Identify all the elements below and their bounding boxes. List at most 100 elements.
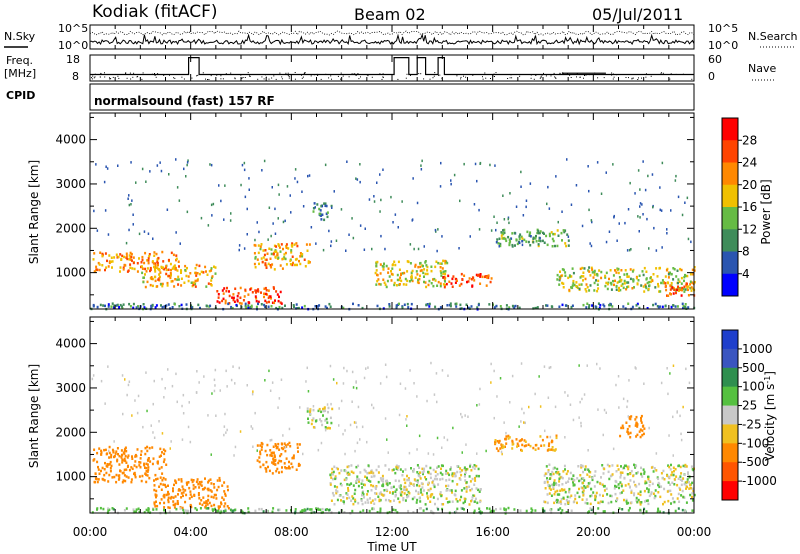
range-cell: [331, 471, 334, 475]
range-cell: [624, 464, 627, 467]
range-cell: [667, 271, 670, 274]
range-cell: [162, 476, 165, 480]
range-cell: [459, 303, 462, 307]
range-cell: [670, 305, 673, 309]
nave-point: [222, 78, 224, 80]
nave-point: [611, 74, 613, 76]
range-cell: [216, 290, 219, 293]
range-cell: [589, 242, 591, 245]
range-cell: [666, 367, 668, 370]
range-cell: [436, 477, 439, 481]
range-cell: [450, 182, 452, 186]
range-cell: [282, 434, 284, 437]
range-cell: [587, 449, 589, 452]
range-cell: [261, 169, 263, 172]
range-cell: [645, 499, 648, 503]
range-cell: [500, 443, 503, 446]
freq-series: [90, 56, 694, 80]
nave-point: [294, 78, 296, 80]
range-cell: [379, 272, 382, 275]
range-cell: [340, 208, 343, 211]
range-cell: [492, 509, 495, 513]
range-cell: [692, 468, 695, 472]
range-cell: [520, 439, 523, 442]
freq-panel: Freq. [MHz] 18 8 60 0 Nave: [4, 53, 776, 83]
range-cell: [585, 468, 588, 471]
range-cell: [204, 501, 207, 504]
range-cell: [558, 305, 561, 308]
range-cell: [416, 395, 418, 398]
range-cell: [231, 509, 234, 513]
range-cell: [192, 487, 195, 490]
nave-point: [320, 78, 322, 80]
range-cell: [496, 440, 499, 443]
range-cell: [340, 469, 343, 472]
range-cell: [97, 468, 100, 471]
range-cell: [609, 269, 612, 272]
power-swatch: [722, 207, 738, 230]
range-cell: [634, 483, 637, 487]
range-cell: [627, 509, 630, 512]
range-cell: [385, 488, 388, 492]
range-cell: [335, 491, 338, 495]
range-cell: [266, 510, 269, 513]
range-cell: [265, 470, 268, 473]
velocity-cb-tick-label: -500: [742, 455, 769, 469]
range-cell: [659, 305, 662, 308]
range-cell: [131, 199, 133, 202]
range-cell: [128, 203, 131, 207]
range-cell: [297, 464, 300, 467]
range-cell: [160, 488, 163, 491]
range-cell: [600, 192, 603, 195]
range-cell: [599, 500, 602, 503]
range-cell: [129, 305, 132, 308]
nave-point: [613, 76, 615, 78]
range-cell: [384, 283, 387, 286]
range-cell: [575, 281, 578, 284]
range-cell: [124, 459, 127, 463]
range-cell: [659, 510, 662, 513]
nave-point: [576, 76, 577, 78]
range-cell: [278, 246, 281, 249]
range-cell: [180, 480, 183, 483]
range-cell: [667, 464, 670, 467]
range-cell: [140, 265, 143, 268]
nave-point: [351, 73, 353, 75]
range-cell: [321, 423, 324, 427]
range-cell: [617, 271, 620, 275]
range-cell: [451, 479, 454, 483]
range-cell: [546, 435, 549, 439]
range-cell: [643, 290, 646, 293]
range-cell: [163, 452, 166, 456]
range-cell: [158, 277, 161, 280]
range-cell: [292, 304, 295, 307]
range-cell: [158, 279, 161, 282]
range-cell: [415, 489, 417, 493]
range-cell: [402, 470, 404, 473]
range-cell: [543, 365, 546, 368]
range-cell: [153, 265, 156, 269]
range-cell: [577, 465, 580, 468]
range-cell: [373, 475, 376, 478]
range-cell: [212, 508, 215, 511]
range-cell: [647, 475, 650, 479]
range-cell: [209, 489, 212, 492]
range-cell: [516, 442, 519, 445]
range-cell: [382, 494, 385, 497]
nave-point: [273, 75, 275, 77]
range-cell: [470, 499, 472, 503]
range-cell: [290, 211, 292, 214]
range-cell: [138, 232, 141, 236]
range-cell: [384, 247, 386, 251]
range-cell: [347, 465, 350, 468]
range-cell: [274, 458, 277, 462]
nave-point: [530, 77, 532, 79]
range-cell: [448, 500, 451, 504]
range-cell: [278, 448, 281, 451]
range-cell: [272, 457, 275, 460]
range-cell: [582, 275, 585, 278]
range-cell: [452, 426, 454, 430]
range-cell: [198, 272, 201, 276]
velocity-ylabel: Slant Range [km]: [27, 364, 41, 468]
